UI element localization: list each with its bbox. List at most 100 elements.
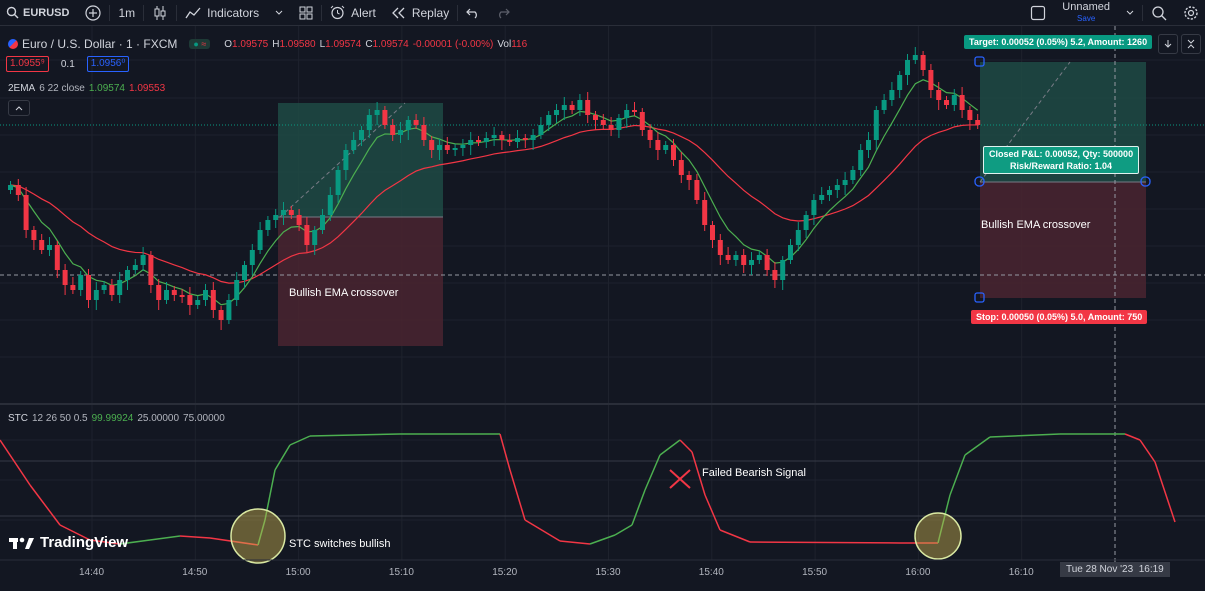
save-label: Save xyxy=(1077,13,1096,23)
candle-body xyxy=(351,140,357,150)
time-axis-label: 14:40 xyxy=(79,567,105,578)
rewind-icon xyxy=(391,7,405,18)
candle-body xyxy=(795,230,801,245)
candle-body xyxy=(717,240,723,255)
stc-segment xyxy=(659,439,681,456)
collapse-legend-button[interactable] xyxy=(8,100,30,116)
candle-body xyxy=(936,90,942,100)
candle-body xyxy=(608,125,614,130)
candle-body xyxy=(803,215,809,230)
compare-button[interactable] xyxy=(77,0,109,25)
stc-segment xyxy=(89,539,121,545)
time-axis-label: 16:00 xyxy=(905,567,931,578)
buy-button[interactable]: 1.0956⁰ xyxy=(86,56,130,72)
layout-name: Unnamed xyxy=(1062,0,1110,13)
ema-fast-line xyxy=(10,79,979,306)
settings-button[interactable] xyxy=(1175,0,1205,25)
stc-highlight-2 xyxy=(914,512,962,560)
top-toolbar: EURUSD 1m Indicators Alert Replay Unna xyxy=(0,0,1205,26)
candle-body xyxy=(444,145,450,150)
grid-icon xyxy=(299,6,313,19)
stc-segment xyxy=(264,469,276,521)
candle-body xyxy=(164,290,169,300)
indicator-templates-button[interactable] xyxy=(267,0,291,25)
target-label: Target: 0.00052 (0.05%) 5.2, Amount: 126… xyxy=(964,35,1153,49)
symbol-search[interactable]: EURUSD xyxy=(0,0,77,25)
collapse-button[interactable] xyxy=(1181,34,1201,54)
candle-body xyxy=(725,255,731,260)
layout-name-button[interactable]: Unnamed Save xyxy=(1054,0,1118,25)
handle-ml xyxy=(974,176,985,187)
stc-segment xyxy=(691,451,706,496)
alert-button[interactable]: Alert xyxy=(322,0,384,25)
sell-button[interactable]: 1.0955⁹ xyxy=(6,56,49,72)
layouts-button[interactable] xyxy=(291,0,321,25)
candle-body xyxy=(858,150,864,170)
stc-segment xyxy=(1124,433,1141,441)
candle-body xyxy=(561,105,567,110)
stc-params: 12 26 50 0.5 xyxy=(32,413,88,424)
candle-body xyxy=(288,210,294,215)
candle-body xyxy=(569,105,575,110)
stc-segment xyxy=(949,454,966,496)
search-icon xyxy=(6,6,19,19)
redo-button[interactable] xyxy=(488,0,518,25)
time-axis-label: 14:50 xyxy=(182,567,208,578)
tradingview-logo-icon xyxy=(9,537,34,549)
candle-body xyxy=(203,290,208,300)
pnl-label: Closed P&L: 0.00052, Qty: 500000 Risk/Re… xyxy=(983,146,1140,174)
candle-body xyxy=(655,140,661,150)
candle-body xyxy=(788,245,793,260)
replay-label: Replay xyxy=(411,5,450,20)
stc-segment xyxy=(499,433,511,471)
stc-segment xyxy=(29,484,61,526)
collapse-icon xyxy=(1187,39,1195,49)
candle-body xyxy=(468,140,474,145)
volume: Vol116 xyxy=(497,38,528,50)
time-axis-label: 15:10 xyxy=(388,567,414,578)
symbol-legend: Euro / U.S. Dollar · 1 · FXCM ● ≈ O1.095… xyxy=(8,37,527,51)
stc-segment xyxy=(644,454,661,491)
candle-body xyxy=(967,110,973,120)
stc-segment xyxy=(631,489,646,526)
candle-body xyxy=(811,200,817,215)
candles-icon xyxy=(154,5,166,20)
candle-body xyxy=(273,215,279,220)
stc-segment xyxy=(964,436,991,456)
pnl-line1: Closed P&L: 0.00052, Qty: 500000 xyxy=(989,149,1134,159)
interval-button[interactable]: 1m xyxy=(110,0,143,25)
ema-legend[interactable]: 2EMA 6 22 close 1.09574 1.09553 xyxy=(8,83,165,94)
interval-label: 1m xyxy=(118,5,136,20)
stc-legend[interactable]: STC 12 26 50 0.5 99.99924 25.00000 75.00… xyxy=(8,413,225,424)
checkbox-icon[interactable] xyxy=(1022,0,1054,25)
candle-body xyxy=(647,130,653,140)
scroll-down-button[interactable] xyxy=(1158,34,1178,54)
candle-body xyxy=(772,270,778,280)
layout-menu-button[interactable] xyxy=(1118,0,1142,25)
indicators-icon xyxy=(185,7,201,18)
alarm-clock-icon xyxy=(330,5,345,20)
candle-body xyxy=(749,260,754,265)
candle-body xyxy=(678,160,684,175)
candle-body xyxy=(866,140,871,150)
tradingview-logo[interactable]: TradingView xyxy=(9,534,128,551)
replay-button[interactable]: Replay xyxy=(384,0,457,25)
candle-body xyxy=(632,110,637,112)
redo-icon xyxy=(499,8,511,18)
crosshair-date: Tue 28 Nov '23 xyxy=(1066,564,1134,575)
candle-body xyxy=(975,120,981,125)
chart-type-button[interactable] xyxy=(144,0,176,25)
failed-signal-label: Failed Bearish Signal xyxy=(702,467,806,479)
candle-body xyxy=(624,110,630,118)
search-icon xyxy=(1152,5,1167,20)
candle-body xyxy=(312,230,318,245)
candle-body xyxy=(257,230,263,250)
quick-search-button[interactable] xyxy=(1143,0,1175,25)
candle-body xyxy=(31,230,37,240)
indicators-button[interactable]: Indicators xyxy=(177,0,267,25)
price-chart[interactable] xyxy=(0,26,1205,591)
stc-segment xyxy=(309,433,401,437)
undo-button[interactable] xyxy=(458,0,488,25)
alert-label: Alert xyxy=(351,5,376,20)
symbol-label: EURUSD xyxy=(23,6,70,19)
